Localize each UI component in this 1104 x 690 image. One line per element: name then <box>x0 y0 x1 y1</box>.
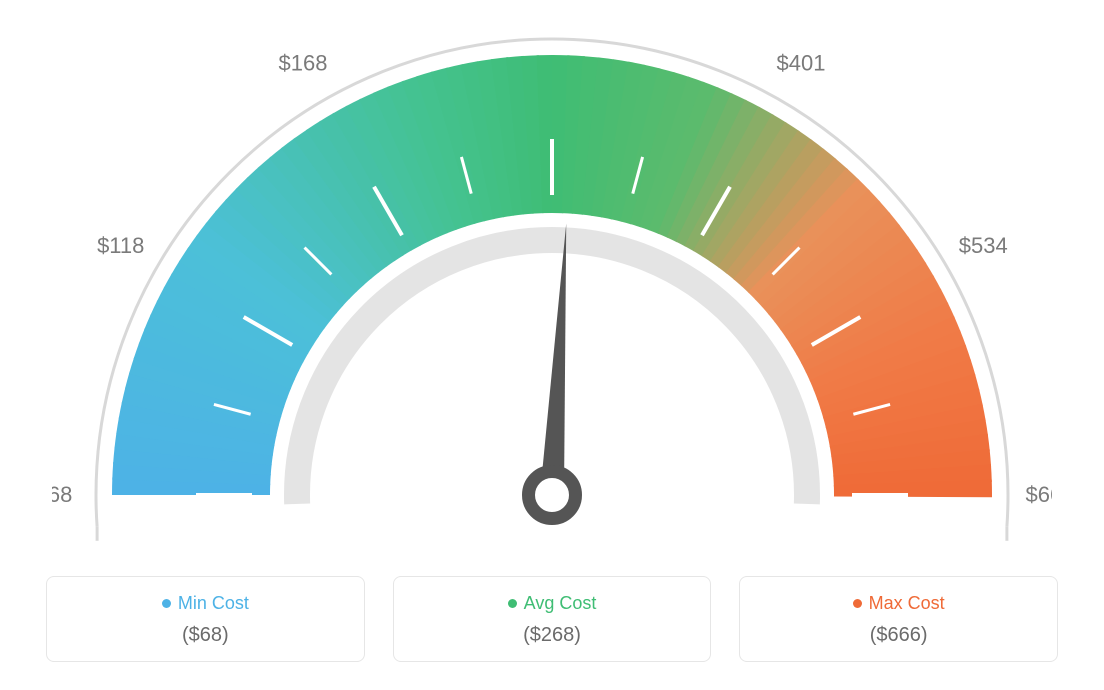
legend-title-avg: Avg Cost <box>404 593 701 614</box>
tick-label-2: $168 <box>279 51 328 76</box>
tick-label-5: $534 <box>959 233 1008 258</box>
legend-label-min: Min Cost <box>178 593 249 613</box>
gauge-needle <box>540 223 566 495</box>
gauge-svg: $68$118$168$268$401$534$666 <box>52 15 1052 555</box>
dot-icon-avg <box>508 599 517 608</box>
legend-card-min: Min Cost ($68) <box>46 576 365 662</box>
legend-value-avg: ($268) <box>404 624 701 647</box>
dot-icon-min <box>162 599 171 608</box>
legend-value-max: ($666) <box>750 624 1047 647</box>
legend-card-avg: Avg Cost ($268) <box>393 576 712 662</box>
legend-label-max: Max Cost <box>869 593 945 613</box>
tick-label-4: $401 <box>777 51 826 76</box>
tick-label-0: $68 <box>52 482 72 507</box>
legend-value-min: ($68) <box>57 624 354 647</box>
dot-icon-max <box>853 599 862 608</box>
gauge-area: $68$118$168$268$401$534$666 <box>0 0 1104 540</box>
gauge-chart-container: $68$118$168$268$401$534$666 Min Cost ($6… <box>0 0 1104 690</box>
legend-card-max: Max Cost ($666) <box>739 576 1058 662</box>
legend-title-max: Max Cost <box>750 593 1047 614</box>
tick-label-6: $666 <box>1026 482 1052 507</box>
legend-title-min: Min Cost <box>57 593 354 614</box>
legend-row: Min Cost ($68) Avg Cost ($268) Max Cost … <box>0 576 1104 662</box>
tick-label-1: $118 <box>97 233 144 258</box>
legend-label-avg: Avg Cost <box>524 593 597 613</box>
gauge-hub <box>529 472 576 519</box>
